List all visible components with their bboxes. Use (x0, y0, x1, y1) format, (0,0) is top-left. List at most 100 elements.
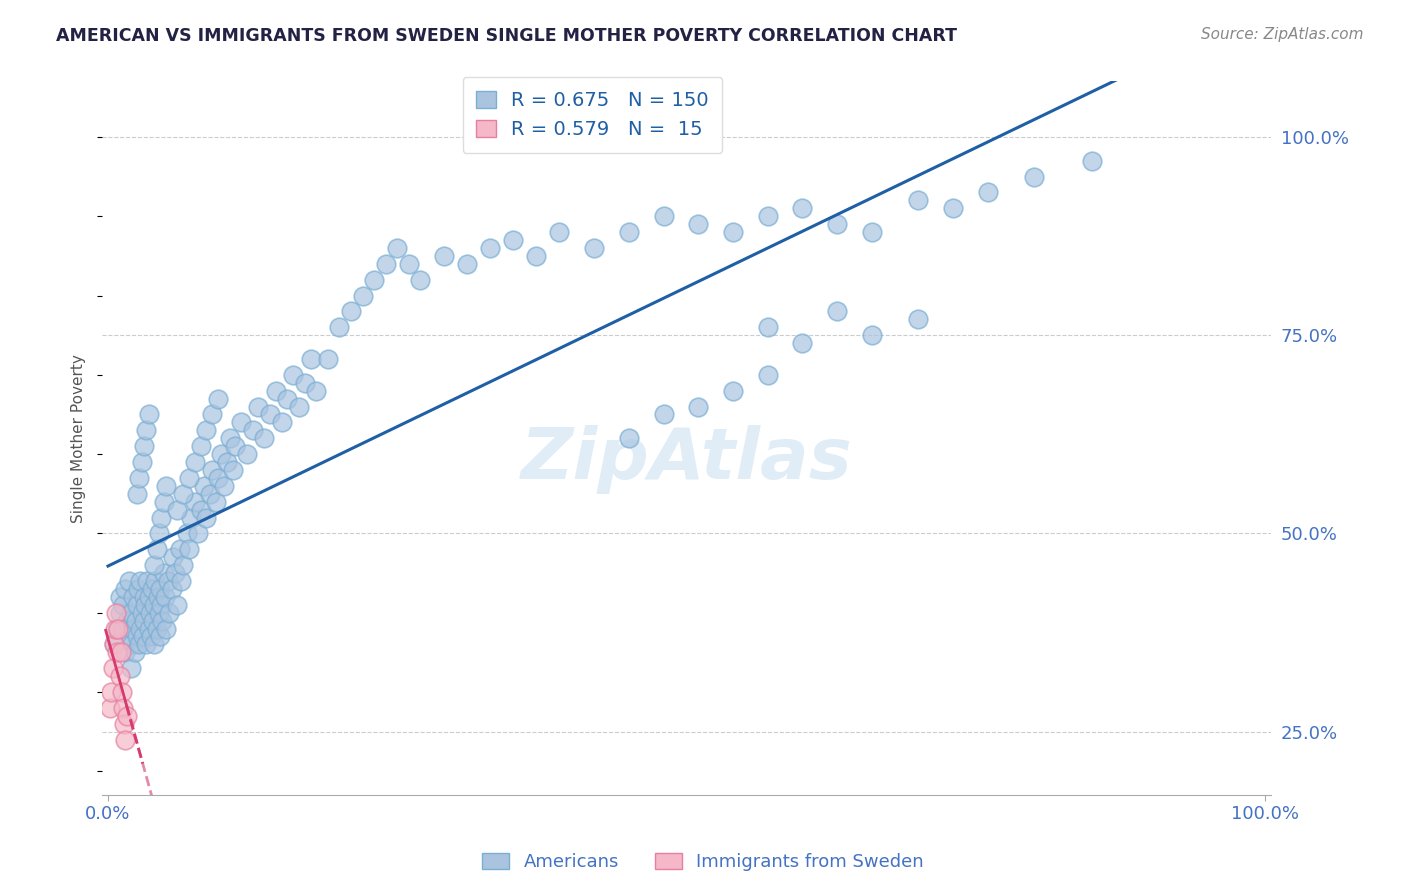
Point (145, 622, 167, 636)
Point (193, 479, 215, 493)
Point (132, 630, 155, 644)
Point (398, 257, 420, 271)
Point (229, 416, 252, 430)
Point (259, 408, 281, 422)
Point (387, 241, 409, 255)
Point (125, 614, 148, 628)
Point (120, 661, 142, 675)
Point (363, 273, 385, 287)
Point (129, 622, 152, 636)
Point (138, 606, 160, 620)
Point (135, 423, 157, 437)
Point (352, 288, 374, 302)
Point (294, 376, 316, 390)
Point (122, 590, 145, 604)
Point (299, 351, 322, 366)
Point (721, 384, 744, 398)
Point (201, 408, 224, 422)
Point (195, 423, 218, 437)
Point (125, 630, 148, 644)
Point (141, 582, 163, 596)
Point (135, 637, 157, 651)
Point (276, 392, 298, 406)
Point (101, 661, 124, 675)
Point (121, 637, 143, 651)
Point (162, 550, 184, 565)
Point (138, 590, 160, 604)
Point (1022, 169, 1045, 184)
Point (110, 645, 132, 659)
Point (195, 510, 218, 524)
Point (136, 574, 159, 588)
Y-axis label: Single Mother Poverty: Single Mother Poverty (72, 354, 86, 523)
Point (169, 542, 191, 557)
Point (148, 606, 170, 620)
Point (134, 598, 156, 612)
Text: AMERICAN VS IMMIGRANTS FROM SWEDEN SINGLE MOTHER POVERTY CORRELATION CHART: AMERICAN VS IMMIGRANTS FROM SWEDEN SINGL… (56, 27, 957, 45)
Point (128, 471, 150, 485)
Point (155, 622, 177, 636)
Point (201, 463, 224, 477)
Point (172, 558, 194, 573)
Point (176, 526, 198, 541)
Point (218, 431, 240, 445)
Point (131, 455, 153, 469)
Point (143, 598, 166, 612)
Point (112, 598, 135, 612)
Point (907, 194, 929, 208)
Point (103, 637, 125, 651)
Point (105, 606, 128, 620)
Point (127, 582, 149, 596)
Point (114, 732, 136, 747)
Point (305, 384, 328, 398)
Point (502, 233, 524, 247)
Point (150, 598, 173, 612)
Point (157, 606, 180, 620)
Point (149, 630, 172, 644)
Text: ZipAtlas: ZipAtlas (520, 425, 852, 494)
Point (184, 455, 207, 469)
Point (108, 606, 131, 620)
Point (456, 257, 478, 271)
Point (104, 622, 127, 636)
Point (124, 645, 146, 659)
Point (617, 431, 640, 445)
Point (112, 716, 135, 731)
Point (166, 598, 188, 612)
Point (107, 622, 129, 636)
Point (157, 574, 180, 588)
Point (316, 351, 339, 366)
Point (198, 487, 221, 501)
Point (283, 368, 305, 382)
Point (114, 645, 136, 659)
Point (145, 542, 167, 557)
Point (153, 590, 176, 604)
Point (170, 574, 193, 588)
Point (756, 368, 779, 382)
Point (825, 304, 848, 318)
Point (118, 574, 141, 588)
Point (132, 590, 155, 604)
Point (155, 479, 177, 493)
Point (792, 336, 814, 351)
Point (128, 637, 150, 651)
Point (688, 217, 710, 231)
Point (122, 622, 145, 636)
Point (756, 209, 779, 223)
Point (143, 637, 166, 651)
Point (114, 582, 136, 596)
Legend: R = 0.675   N = 150, R = 0.579   N =  15: R = 0.675 N = 150, R = 0.579 N = 15 (463, 77, 723, 153)
Point (288, 400, 311, 414)
Point (160, 582, 183, 596)
Point (129, 574, 152, 588)
Point (617, 225, 640, 239)
Point (825, 217, 848, 231)
Point (222, 463, 245, 477)
Point (138, 622, 160, 636)
Point (108, 590, 131, 604)
Point (105, 645, 128, 659)
Point (253, 431, 276, 445)
Text: Source: ZipAtlas.com: Source: ZipAtlas.com (1201, 27, 1364, 42)
Point (374, 257, 396, 271)
Point (115, 614, 138, 628)
